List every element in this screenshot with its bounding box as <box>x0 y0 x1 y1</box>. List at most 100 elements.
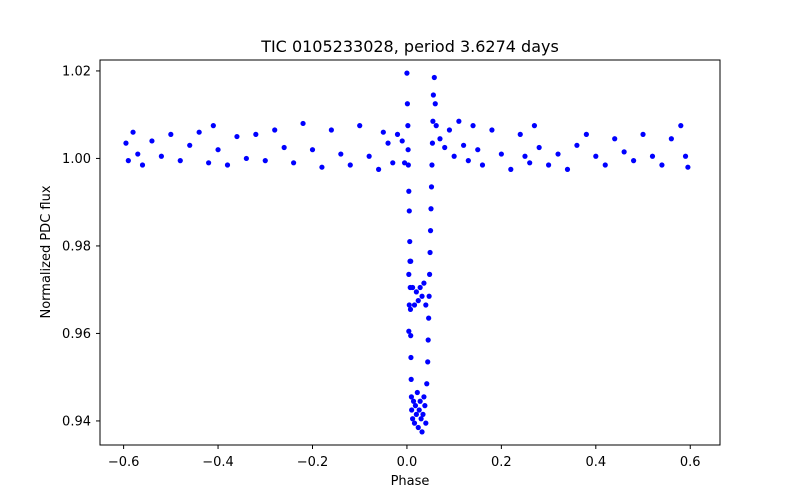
data-point <box>366 153 372 159</box>
data-point <box>489 127 495 133</box>
data-point <box>429 140 436 146</box>
data-point <box>475 147 481 153</box>
data-point <box>531 123 538 129</box>
data-point <box>425 337 431 343</box>
data-point <box>432 101 438 107</box>
data-point <box>583 131 589 137</box>
data-point <box>394 131 401 137</box>
data-point <box>428 206 434 212</box>
data-point <box>407 238 413 245</box>
data-point <box>411 302 418 308</box>
data-point <box>135 151 141 157</box>
data-point <box>405 162 411 168</box>
data-points <box>123 70 691 435</box>
data-point <box>253 131 259 137</box>
data-point <box>408 258 414 264</box>
x-axis-label: Phase <box>391 474 430 489</box>
data-point <box>404 101 410 107</box>
data-point <box>419 429 425 435</box>
data-point <box>427 249 433 256</box>
data-point <box>215 147 221 153</box>
data-point <box>130 129 136 135</box>
x-tick-label: −0.4 <box>202 455 234 470</box>
data-point <box>621 149 627 155</box>
data-point <box>408 376 414 382</box>
data-point <box>442 144 448 151</box>
data-point <box>410 398 417 404</box>
data-point <box>125 158 131 164</box>
x-tick-label: −0.2 <box>297 455 329 470</box>
data-point <box>465 158 471 164</box>
y-tick-label: 1.02 <box>62 64 91 79</box>
data-point <box>408 333 414 339</box>
data-point <box>517 131 523 137</box>
data-point <box>411 420 418 426</box>
data-point <box>405 123 411 129</box>
data-point <box>685 164 691 170</box>
data-point <box>555 151 561 157</box>
data-point <box>545 162 552 168</box>
data-point <box>196 129 202 135</box>
data-point <box>428 184 435 190</box>
data-point <box>437 136 443 142</box>
data-point <box>401 160 408 166</box>
data-point <box>429 162 435 168</box>
data-point <box>498 151 504 157</box>
data-point <box>413 289 419 295</box>
data-point <box>177 158 183 164</box>
plot-frame <box>99 59 721 446</box>
data-point <box>149 138 155 144</box>
data-point <box>281 144 287 151</box>
data-point <box>420 411 426 417</box>
data-point <box>419 293 425 299</box>
data-point <box>430 92 436 98</box>
data-point <box>426 293 432 299</box>
data-point <box>415 424 421 431</box>
data-point <box>309 147 316 153</box>
x-tick-label: 0.2 <box>491 455 512 470</box>
data-point <box>682 153 689 159</box>
data-point <box>527 160 533 166</box>
data-point <box>668 136 674 142</box>
data-point <box>300 120 306 127</box>
data-point <box>649 153 656 159</box>
data-point <box>406 302 412 308</box>
data-point <box>423 420 429 426</box>
data-point <box>187 142 193 148</box>
data-point <box>415 298 421 304</box>
data-point <box>272 127 278 133</box>
data-point <box>380 129 386 135</box>
data-point <box>418 416 424 422</box>
chart-title: TIC 0105233028, period 3.6274 days <box>260 37 559 56</box>
x-tick-label: 0.4 <box>585 455 606 470</box>
data-point <box>328 127 334 133</box>
data-point <box>123 140 129 146</box>
x-tick-label: 0.0 <box>397 455 418 470</box>
y-tick-label: 0.96 <box>62 327 91 342</box>
data-point <box>291 160 297 166</box>
data-point <box>479 162 486 168</box>
data-point <box>678 123 684 129</box>
data-point <box>404 70 410 76</box>
data-point <box>414 389 420 396</box>
data-point <box>234 133 240 140</box>
data-point <box>168 131 174 137</box>
x-axis: −0.6 −0.4 −0.2 0.0 0.2 0.4 0.6 <box>108 445 701 470</box>
data-point <box>421 394 427 400</box>
data-point <box>319 164 325 170</box>
data-point <box>612 136 618 142</box>
data-point <box>347 162 353 168</box>
data-point <box>406 208 412 214</box>
data-point <box>408 394 415 400</box>
data-point <box>536 144 542 151</box>
data-point <box>427 271 433 277</box>
data-point <box>630 158 637 164</box>
data-point <box>376 166 382 172</box>
data-point <box>431 74 437 81</box>
data-point <box>426 315 432 321</box>
data-point <box>424 381 430 387</box>
y-tick-label: 1.00 <box>62 152 91 167</box>
x-tick-label: −0.6 <box>108 455 140 470</box>
